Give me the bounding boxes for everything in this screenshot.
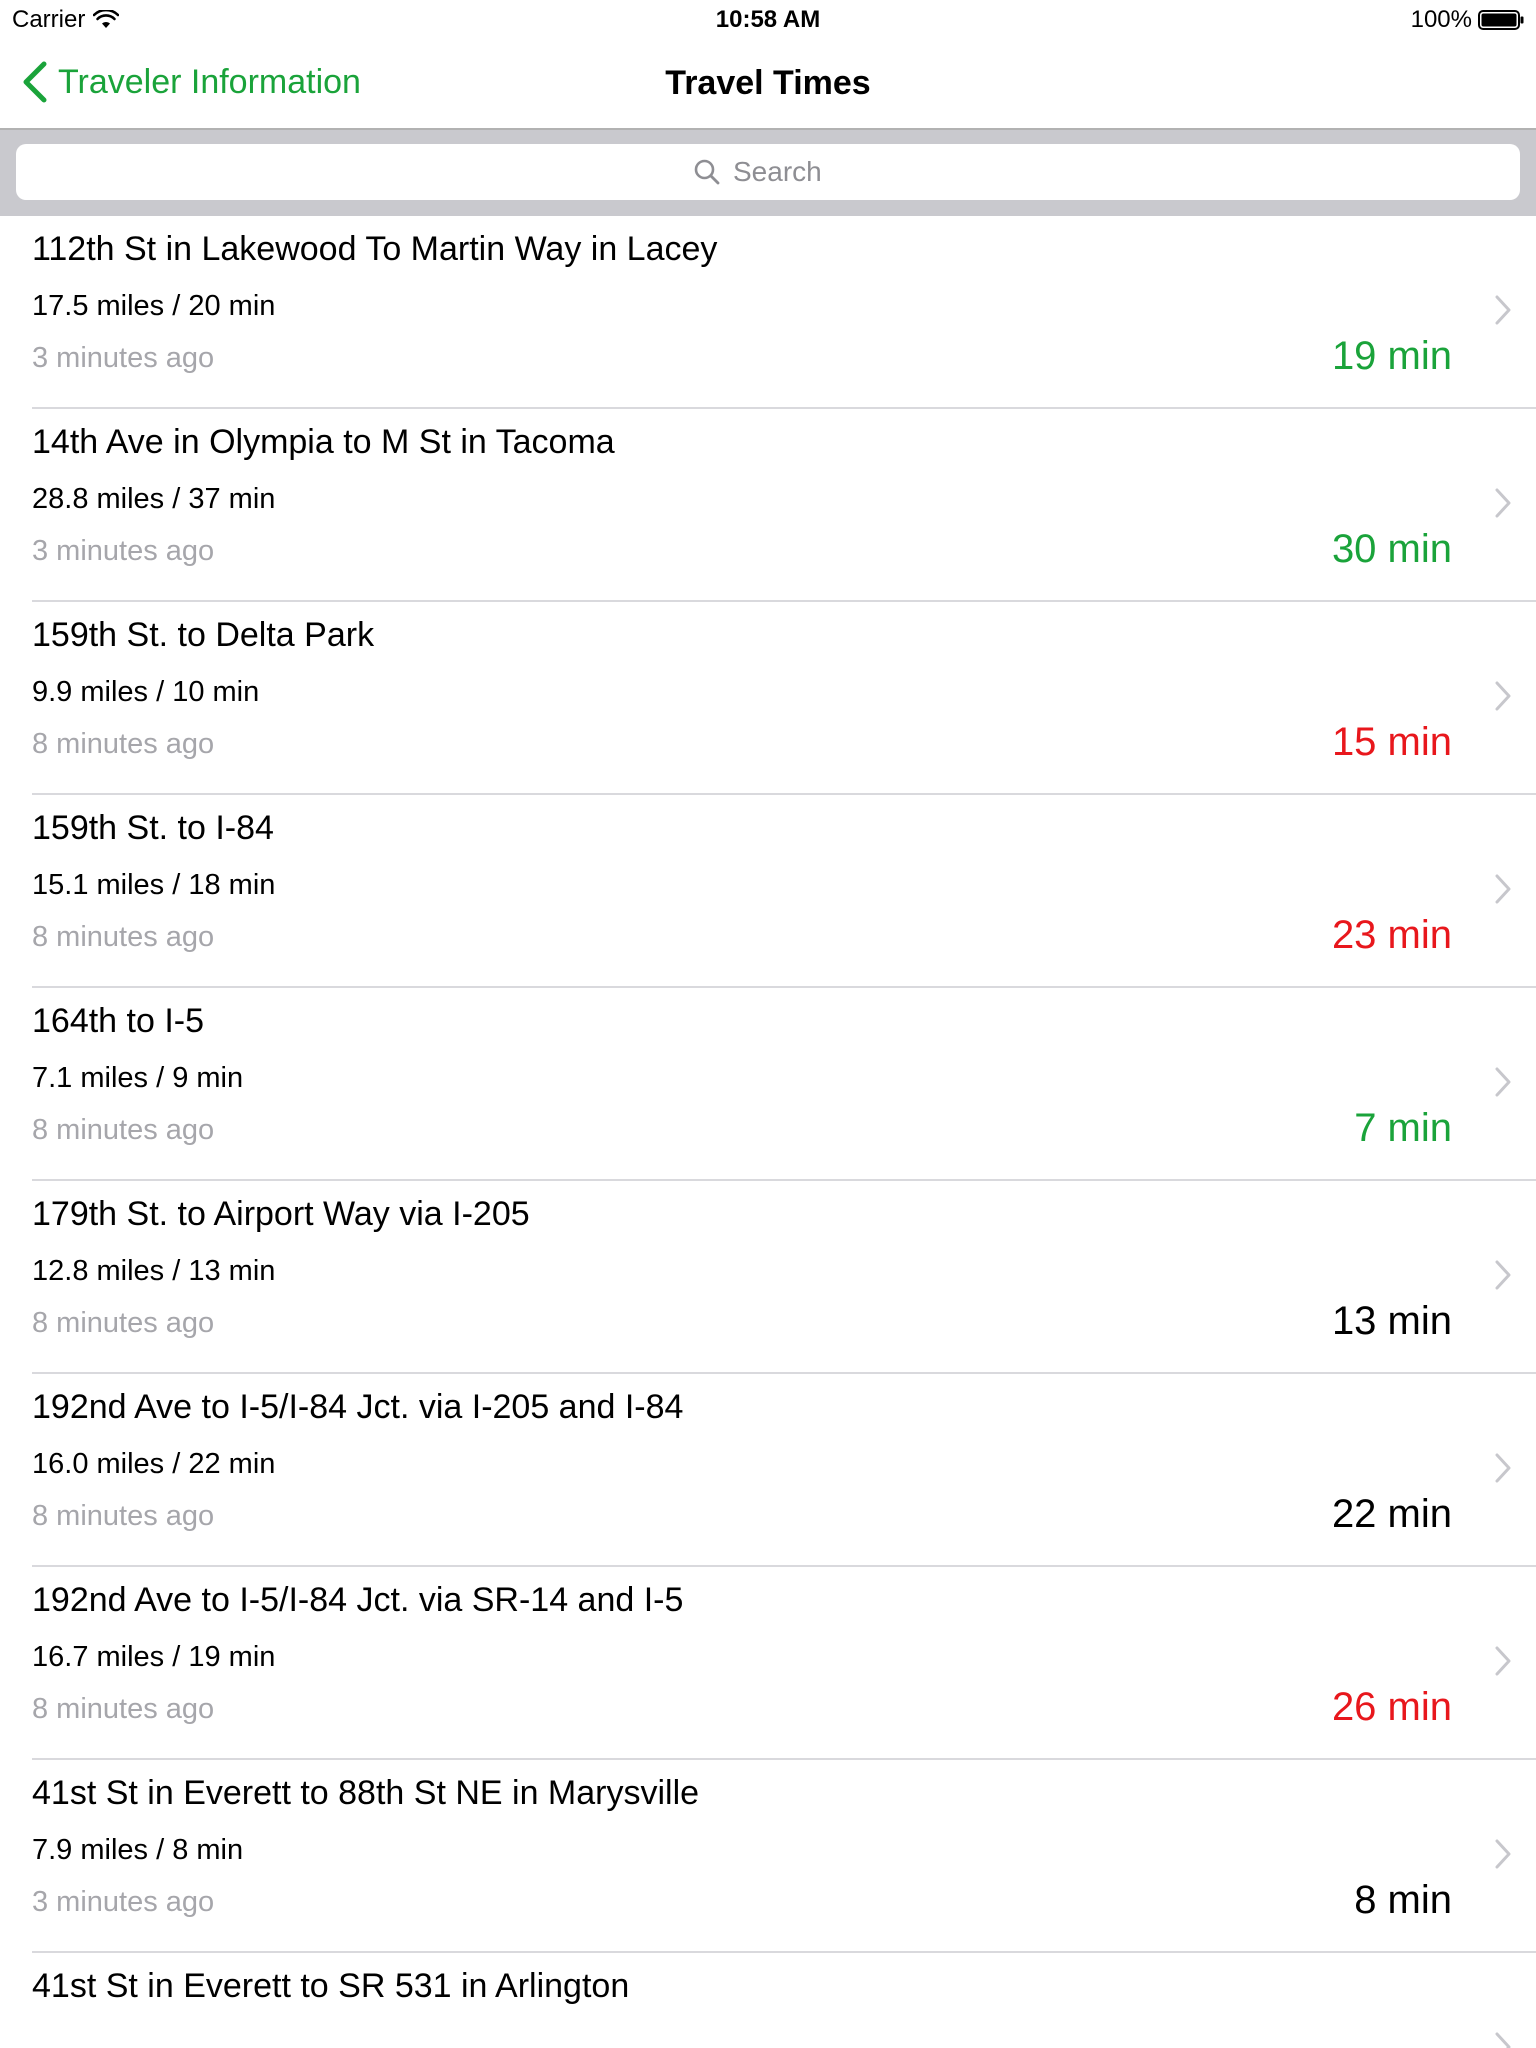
current-travel-time: 8 min [1354, 1878, 1452, 1922]
route-updated: 3 minutes ago [32, 535, 215, 567]
travel-time-row[interactable]: 192nd Ave to I-5/I-84 Jct. via I-205 and… [0, 1374, 1536, 1567]
chevron-right-icon [1495, 2032, 1511, 2048]
travel-times-list: 112th St in Lakewood To Martin Way in La… [0, 216, 1536, 2048]
back-button-label: Traveler Information [58, 62, 361, 101]
chevron-right-icon [1495, 488, 1511, 518]
current-travel-time: 19 min [1331, 334, 1452, 378]
current-travel-time: 7 min [1354, 1106, 1452, 1150]
route-name: 179th St. to Airport Way via I-205 [32, 1195, 530, 1233]
search-input[interactable] [733, 156, 843, 188]
back-button[interactable]: Traveler Information [20, 60, 361, 104]
route-updated: 8 minutes ago [32, 1114, 215, 1146]
route-name: 192nd Ave to I-5/I-84 Jct. via SR-14 and… [32, 1581, 684, 1619]
current-travel-time: 13 min [1331, 1299, 1452, 1343]
travel-time-row[interactable]: 159th St. to I-84 15.1 miles / 18 min 8 … [0, 795, 1536, 988]
travel-time-row[interactable]: 159th St. to Delta Park 9.9 miles / 10 m… [0, 602, 1536, 795]
carrier-indicator: Carrier [12, 6, 120, 34]
chevron-right-icon [1495, 1453, 1511, 1483]
travel-time-row[interactable]: 112th St in Lakewood To Martin Way in La… [0, 216, 1536, 409]
route-name: 192nd Ave to I-5/I-84 Jct. via I-205 and… [32, 1388, 684, 1426]
route-distance: 17.5 miles / 20 min [32, 290, 276, 322]
chevron-right-icon [1495, 1646, 1511, 1676]
search-icon [694, 159, 720, 185]
status-bar: Carrier 10:58 AM 100% [0, 0, 1536, 40]
chevron-left-icon [23, 61, 47, 103]
search-field[interactable] [16, 144, 1520, 200]
travel-time-row[interactable]: 192nd Ave to I-5/I-84 Jct. via SR-14 and… [0, 1567, 1536, 1760]
chevron-right-icon [1495, 1260, 1511, 1290]
route-distance: 28.8 miles / 37 min [32, 483, 276, 515]
battery-percentage: 100% [1410, 6, 1472, 33]
route-distance: 16.0 miles / 22 min [32, 1448, 276, 1480]
route-name: 164th to I-5 [32, 1002, 205, 1040]
route-name: 41st St in Everett to 88th St NE in Mary… [32, 1774, 700, 1812]
carrier-label: Carrier [12, 6, 86, 33]
chevron-right-icon [1495, 1839, 1511, 1869]
route-name: 41st St in Everett to SR 531 in Arlingto… [32, 1967, 630, 2005]
route-name: 112th St in Lakewood To Martin Way in La… [32, 230, 718, 268]
current-travel-time: 22 min [1331, 1492, 1452, 1536]
chevron-right-icon [1495, 874, 1511, 904]
travel-time-row[interactable]: 164th to I-5 7.1 miles / 9 min 8 minutes… [0, 988, 1536, 1181]
travel-time-row[interactable]: 179th St. to Airport Way via I-205 12.8 … [0, 1181, 1536, 1374]
wifi-icon [93, 10, 120, 28]
battery-icon [1478, 10, 1524, 30]
route-updated: 3 minutes ago [32, 342, 215, 374]
chevron-right-icon [1495, 295, 1511, 325]
route-distance: 16.7 miles / 19 min [32, 1641, 276, 1673]
chevron-right-icon [1495, 1067, 1511, 1097]
page-title: Travel Times [665, 64, 871, 102]
route-distance: 7.1 miles / 9 min [32, 1062, 244, 1094]
status-time: 10:58 AM [715, 6, 821, 33]
route-updated: 8 minutes ago [32, 728, 215, 760]
route-distance: 7.9 miles / 8 min [32, 1834, 244, 1866]
battery-indicator: 100% [1411, 6, 1524, 34]
route-name: 159th St. to I-84 [32, 809, 274, 847]
current-travel-time: 15 min [1331, 720, 1452, 764]
route-updated: 8 minutes ago [32, 1693, 215, 1725]
travel-time-row[interactable]: 41st St in Everett to SR 531 in Arlingto… [0, 1953, 1536, 2048]
route-distance: 12.8 miles / 13 min [32, 1255, 276, 1287]
current-travel-time: 26 min [1331, 1685, 1452, 1729]
current-travel-time: 30 min [1331, 527, 1452, 571]
route-distance: 15.1 miles / 18 min [32, 869, 276, 901]
route-updated: 8 minutes ago [32, 1500, 215, 1532]
navigation-bar: Traveler Information Travel Times [0, 40, 1536, 130]
route-name: 14th Ave in Olympia to M St in Tacoma [32, 423, 615, 461]
travel-time-row[interactable]: 41st St in Everett to 88th St NE in Mary… [0, 1760, 1536, 1953]
route-name: 159th St. to Delta Park [32, 616, 375, 654]
travel-time-row[interactable]: 14th Ave in Olympia to M St in Tacoma 28… [0, 409, 1536, 602]
search-bar [0, 130, 1536, 216]
route-updated: 8 minutes ago [32, 921, 215, 953]
route-updated: 3 minutes ago [32, 1886, 215, 1918]
current-travel-time: 23 min [1331, 913, 1452, 957]
route-updated: 8 minutes ago [32, 1307, 215, 1339]
route-distance: 9.9 miles / 10 min [32, 676, 260, 708]
chevron-right-icon [1495, 681, 1511, 711]
